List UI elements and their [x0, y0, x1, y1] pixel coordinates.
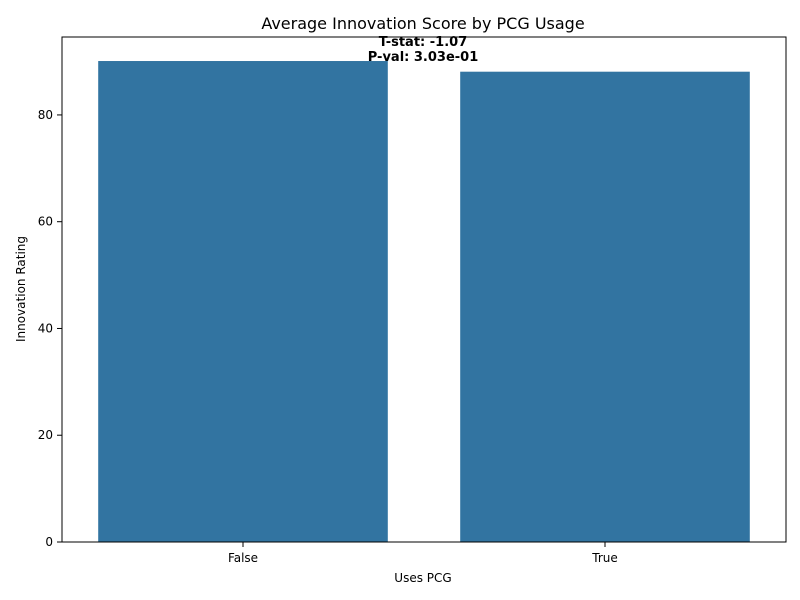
x-axis-ticks: False True: [228, 542, 618, 565]
bar-true: [460, 71, 750, 542]
bar-false: [98, 61, 388, 543]
x-tick-label: False: [228, 551, 258, 565]
bars-group: [98, 61, 750, 543]
y-tick-label: 80: [38, 108, 53, 122]
x-axis-label: Uses PCG: [394, 571, 451, 585]
plot-frame: [61, 36, 787, 543]
chart-title: Average Innovation Score by PCG Usage: [261, 14, 584, 33]
y-axis-ticks: 0 20 40 60 80: [38, 108, 62, 549]
y-tick-label: 20: [38, 428, 53, 442]
t-stat-annotation: T-stat: -1.07: [379, 35, 468, 50]
p-value-annotation: P-val: 3.03e-01: [368, 50, 479, 65]
x-tick-label: True: [591, 551, 618, 565]
y-axis-label: Innovation Rating: [14, 236, 28, 342]
y-tick-label: 40: [38, 321, 53, 335]
y-tick-label: 60: [38, 215, 53, 229]
y-tick-label: 0: [45, 535, 53, 549]
